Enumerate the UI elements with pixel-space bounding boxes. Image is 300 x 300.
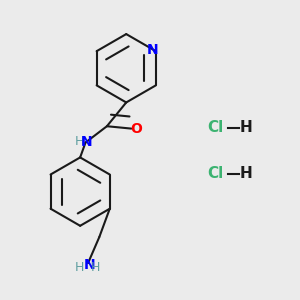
Text: H: H	[91, 261, 101, 274]
Text: N: N	[84, 258, 95, 272]
Text: H: H	[239, 120, 252, 135]
Text: H: H	[239, 166, 252, 181]
Text: Cl: Cl	[207, 120, 224, 135]
Text: Cl: Cl	[207, 166, 224, 181]
Text: N: N	[81, 135, 92, 149]
Text: O: O	[130, 122, 142, 136]
Text: H: H	[74, 136, 84, 148]
Text: N: N	[147, 43, 159, 57]
Text: H: H	[75, 261, 84, 274]
